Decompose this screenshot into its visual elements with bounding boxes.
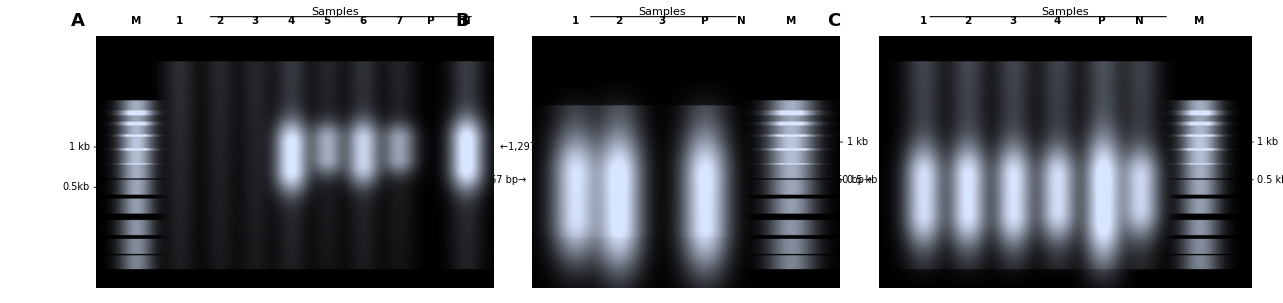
Text: Samples: Samples [638, 7, 685, 17]
Text: P: P [426, 16, 434, 26]
Text: B: B [455, 12, 470, 30]
Text: 1: 1 [176, 16, 183, 26]
Text: 0.5 kb: 0.5 kb [1257, 175, 1283, 185]
Text: 6: 6 [359, 16, 367, 26]
Text: 4: 4 [287, 16, 295, 26]
Text: ←1,297 bp: ←1,297 bp [500, 142, 552, 152]
Text: 460 bp→: 460 bp→ [830, 175, 872, 185]
Text: 1 kb: 1 kb [847, 137, 867, 147]
Text: M: M [786, 16, 797, 26]
Text: 0.5kb: 0.5kb [63, 182, 90, 192]
Text: 1: 1 [920, 16, 928, 26]
Text: Samples: Samples [310, 7, 359, 17]
Text: P: P [1098, 16, 1106, 26]
Text: 2: 2 [615, 16, 622, 26]
Text: 3: 3 [251, 16, 259, 26]
Text: 1 kb: 1 kb [69, 142, 90, 152]
Text: 1 kb: 1 kb [1257, 137, 1278, 147]
Text: N: N [462, 16, 471, 26]
Text: 7: 7 [395, 16, 402, 26]
Text: 5: 5 [323, 16, 331, 26]
Text: 0.5 kb: 0.5 kb [847, 175, 878, 185]
Text: N: N [1135, 16, 1143, 26]
Text: C: C [828, 12, 840, 30]
Text: 467 bp→: 467 bp→ [484, 175, 526, 185]
Text: M: M [131, 16, 141, 26]
Text: Samples: Samples [1041, 7, 1089, 17]
Text: M: M [1193, 16, 1203, 26]
Text: 3: 3 [1010, 16, 1016, 26]
Text: 2: 2 [216, 16, 223, 26]
Text: 1: 1 [572, 16, 579, 26]
Text: 3: 3 [658, 16, 666, 26]
Text: 4: 4 [1053, 16, 1061, 26]
Text: A: A [71, 12, 85, 30]
Text: P: P [701, 16, 708, 26]
Text: 2: 2 [965, 16, 971, 26]
Text: N: N [738, 16, 747, 26]
